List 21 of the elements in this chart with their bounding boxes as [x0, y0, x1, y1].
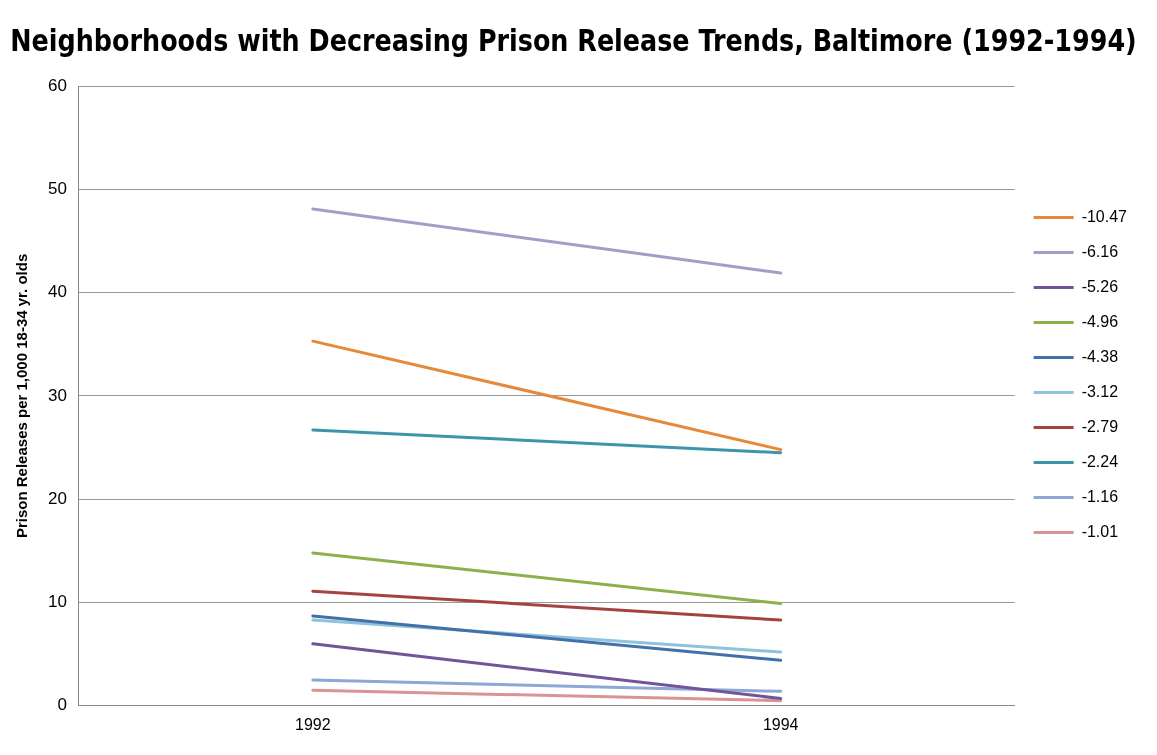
- legend-label: -3.12: [1081, 382, 1119, 400]
- legend-label: -6.16: [1081, 242, 1119, 260]
- y-tick-label: 0: [57, 695, 67, 715]
- legend-label: -1.01: [1081, 522, 1119, 540]
- y-tick-label: 50: [47, 178, 67, 198]
- chart-title: Neighborhoods with Decreasing Prison Release Trends, Baltimore (1992-1994): [10, 22, 1137, 59]
- legend-label: -2.24: [1081, 452, 1119, 470]
- y-tick-label: 10: [47, 592, 67, 612]
- legend-label: -4.96: [1081, 312, 1119, 330]
- y-axis-title: Prison Releases per 1,000 18-34 yr. olds: [13, 253, 31, 539]
- y-tick-label: 40: [47, 282, 67, 302]
- legend-label: -2.79: [1081, 417, 1119, 435]
- legend-label: -4.38: [1081, 347, 1119, 365]
- legend-label: -5.26: [1081, 277, 1119, 295]
- y-tick-label: 20: [47, 488, 67, 508]
- legend-label: -10.47: [1081, 207, 1128, 225]
- legend-label: -1.16: [1081, 487, 1119, 505]
- x-tick-label: 1994: [762, 715, 799, 733]
- y-tick-label: 30: [47, 385, 67, 405]
- x-tick-label: 1992: [295, 715, 331, 733]
- y-tick-label: 60: [47, 75, 67, 95]
